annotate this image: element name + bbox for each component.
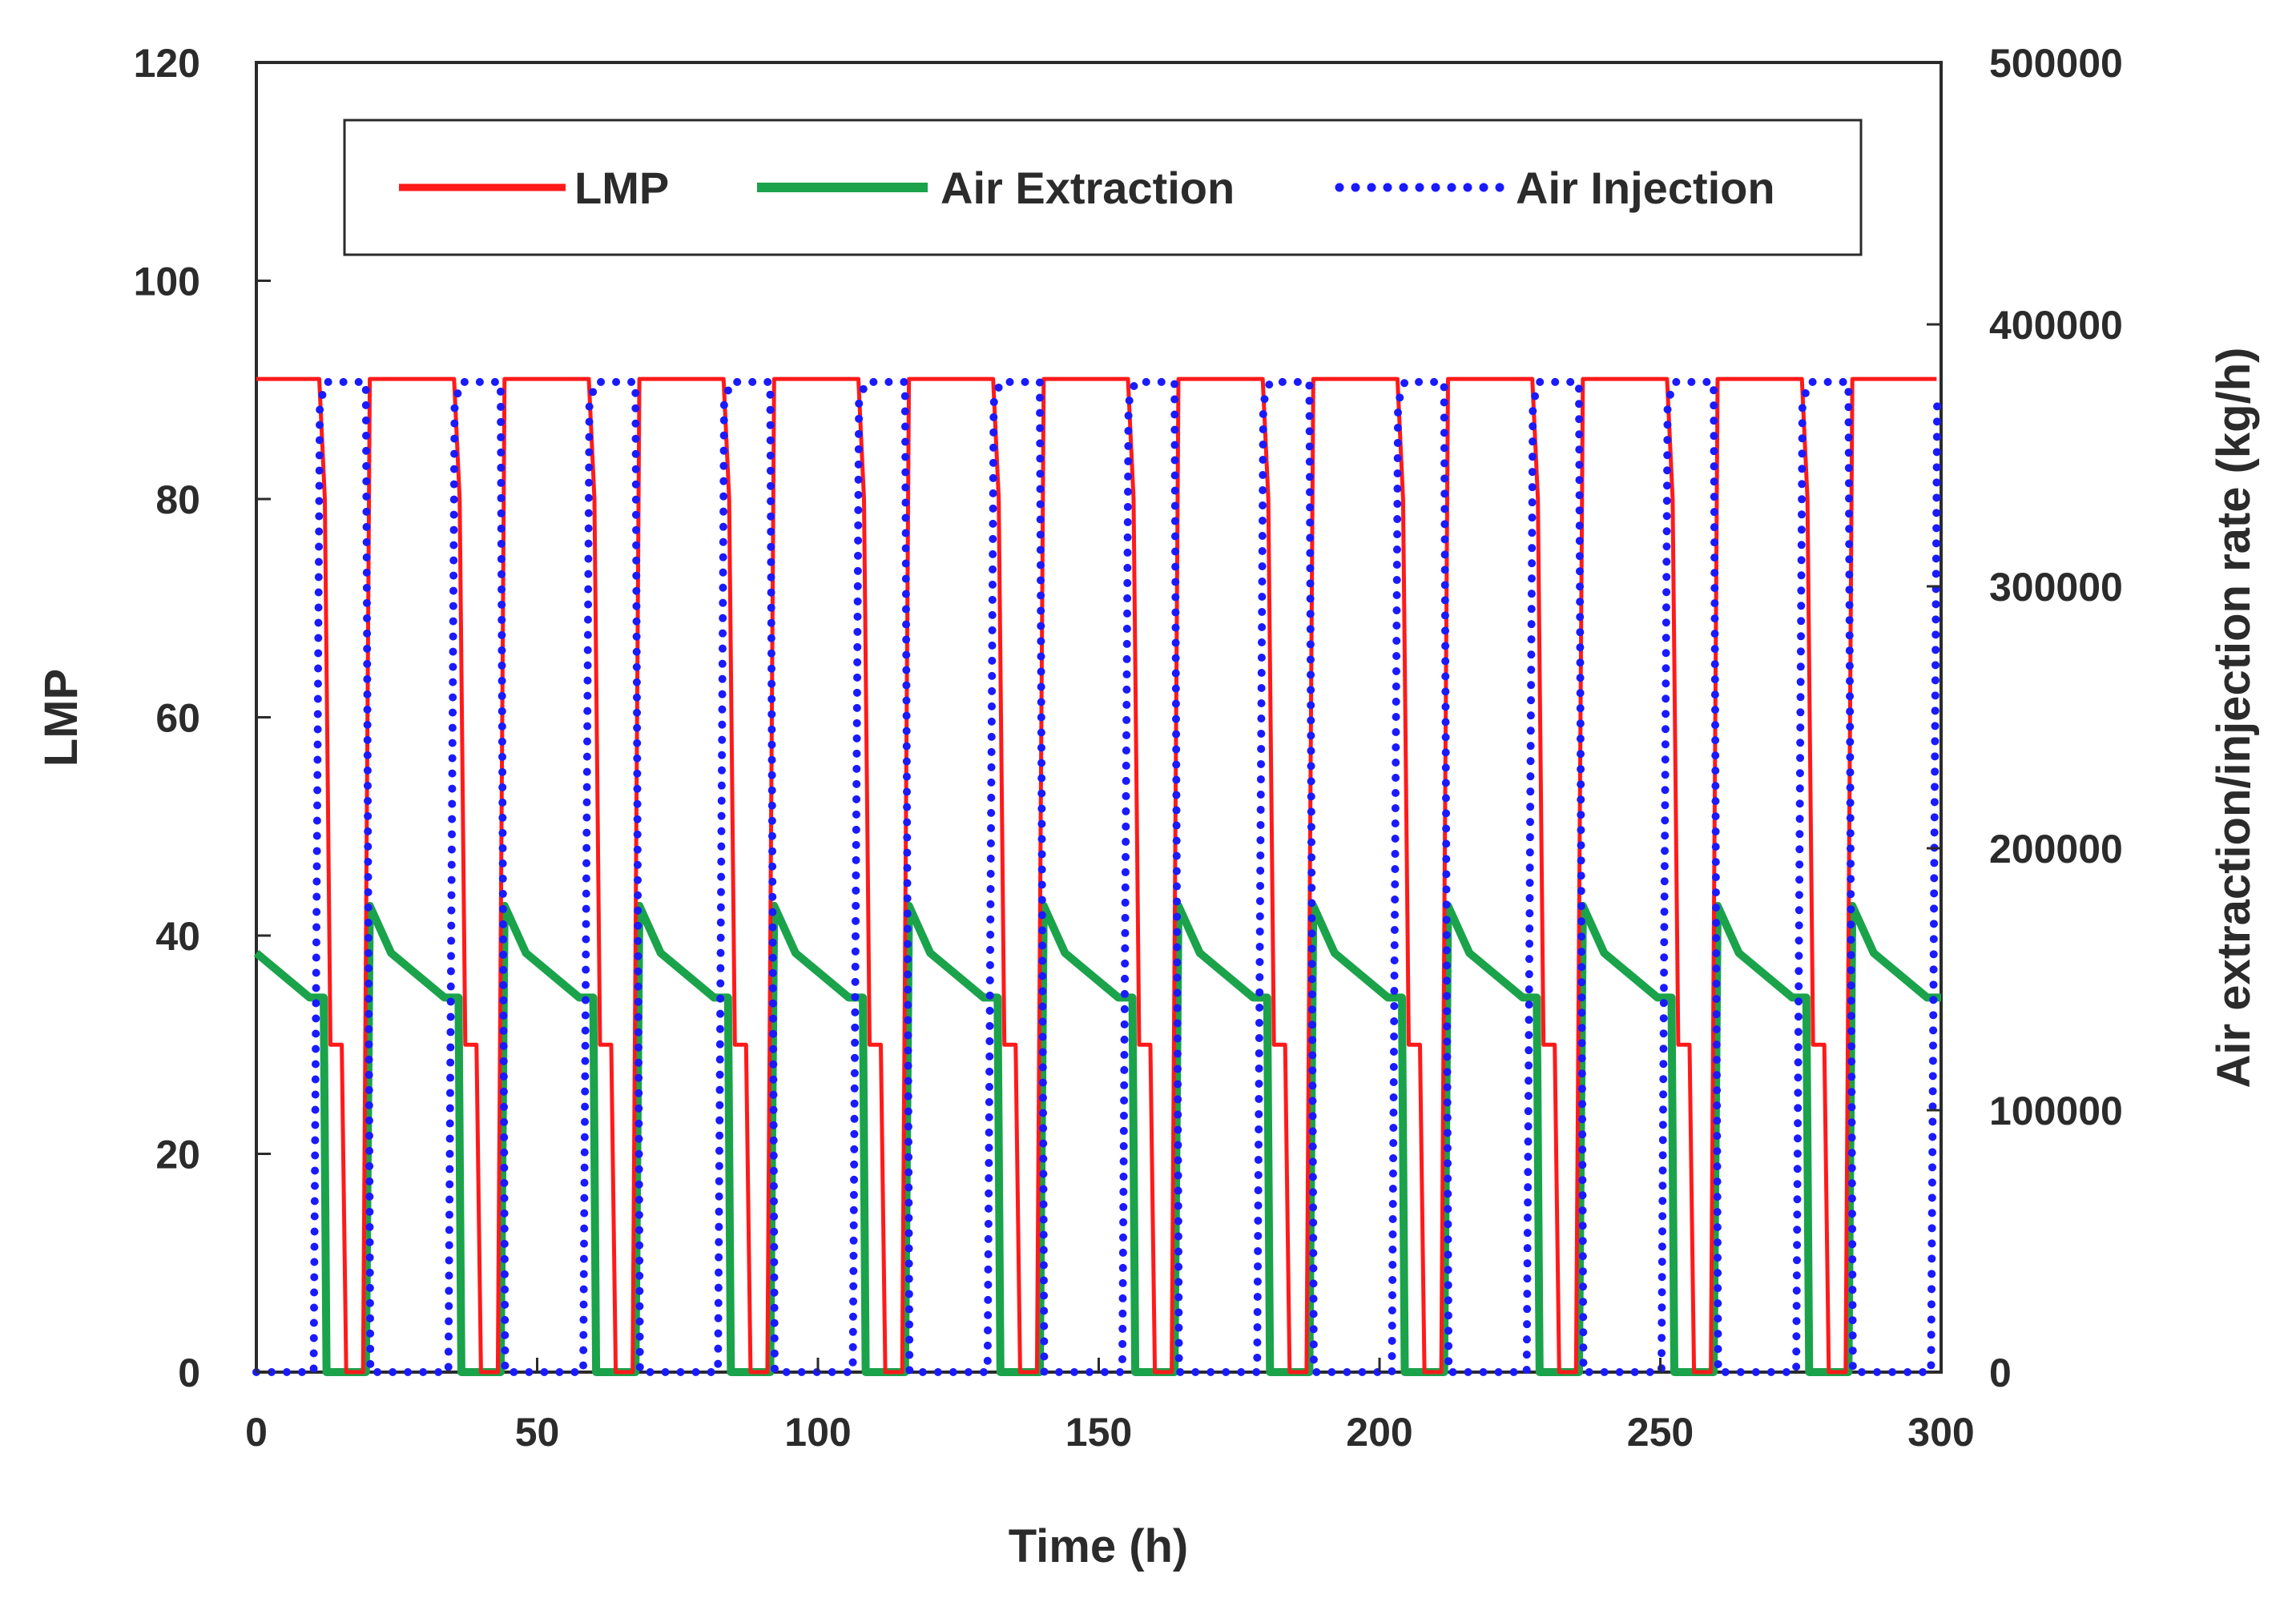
- y-tick-label: 0: [178, 1350, 200, 1395]
- series-line-air-injection: [252, 377, 1942, 1376]
- y2-tick-label: 0: [1989, 1350, 2012, 1395]
- x-tick-label: 100: [784, 1410, 851, 1455]
- y-tick-label: 100: [134, 260, 200, 304]
- y2-tick-label: 200000: [1989, 827, 2123, 871]
- legend-label-air-injection: Air Injection: [1516, 163, 1775, 213]
- y2-tick-label: 100000: [1989, 1089, 2123, 1133]
- y2-tick-label: 400000: [1989, 303, 2123, 348]
- legend-label-air-extraction: Air Extraction: [941, 163, 1235, 213]
- series-line-air-extraction: [253, 901, 1941, 1376]
- y-tick-label: 60: [155, 696, 200, 741]
- legend: LMP Air Extraction Air Injection: [343, 119, 1863, 256]
- plot-area-frame: [255, 61, 1943, 1374]
- tick-layer: 0 50 100 150 200 250 300 0 20 40 60 80 100 120 0 100000…: [134, 41, 2123, 1455]
- x-tick-label: 150: [1065, 1410, 1132, 1455]
- x-tick-label: 250: [1627, 1410, 1694, 1455]
- y2-tick-label: 500000: [1989, 41, 2123, 86]
- x-tick-label: 50: [515, 1410, 560, 1455]
- y-tick-label: 40: [155, 914, 200, 959]
- y-tick-label: 20: [155, 1133, 200, 1177]
- y-tick-label: 80: [155, 477, 200, 522]
- y2-tick-label: 300000: [1989, 565, 2123, 610]
- x-axis-title: Time (h): [1009, 1520, 1189, 1572]
- y-tick-label: 120: [134, 41, 200, 86]
- x-tick-label: 200: [1346, 1410, 1412, 1455]
- legend-box: [343, 119, 1863, 256]
- y2-axis-title: Air extraction/injection rate (kg/h): [2208, 348, 2260, 1089]
- y-axis-title: LMP: [35, 669, 87, 767]
- series-line-lmp: [256, 376, 1937, 1375]
- x-tick-label: 0: [245, 1410, 268, 1455]
- series-layer: [252, 376, 1942, 1376]
- legend-label-lmp: LMP: [574, 163, 669, 213]
- x-tick-label: 300: [1907, 1410, 1974, 1455]
